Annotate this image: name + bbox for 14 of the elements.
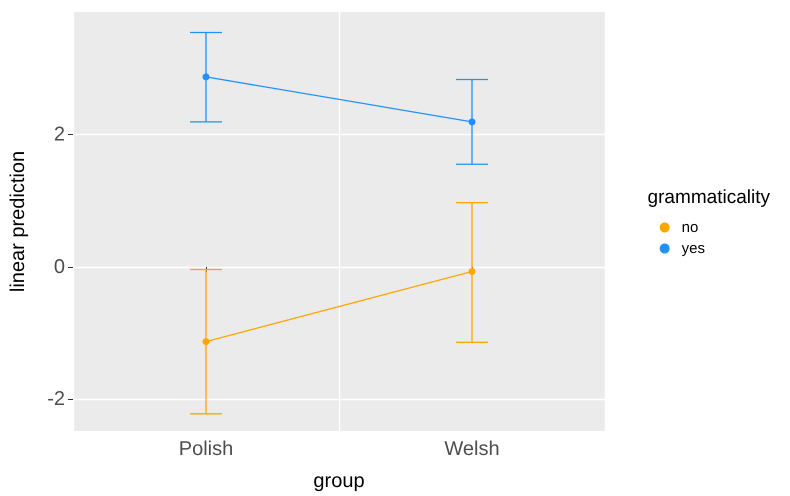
point <box>202 338 210 346</box>
x-tick-label: Welsh <box>444 438 500 460</box>
legend-label: yes <box>682 240 705 257</box>
legend-label: no <box>682 219 698 236</box>
y-tick-label: 0 <box>54 256 65 278</box>
legend-title: grammaticality <box>648 187 770 208</box>
point <box>468 118 476 126</box>
y-tick-label: -2 <box>47 388 65 410</box>
y-tick-label: 2 <box>54 123 65 146</box>
point <box>202 73 210 80</box>
x-tick-label: Polish <box>178 438 234 460</box>
y-axis-title: linear prediction <box>7 150 29 292</box>
x-axis-title: group <box>313 470 365 492</box>
point <box>468 268 476 275</box>
